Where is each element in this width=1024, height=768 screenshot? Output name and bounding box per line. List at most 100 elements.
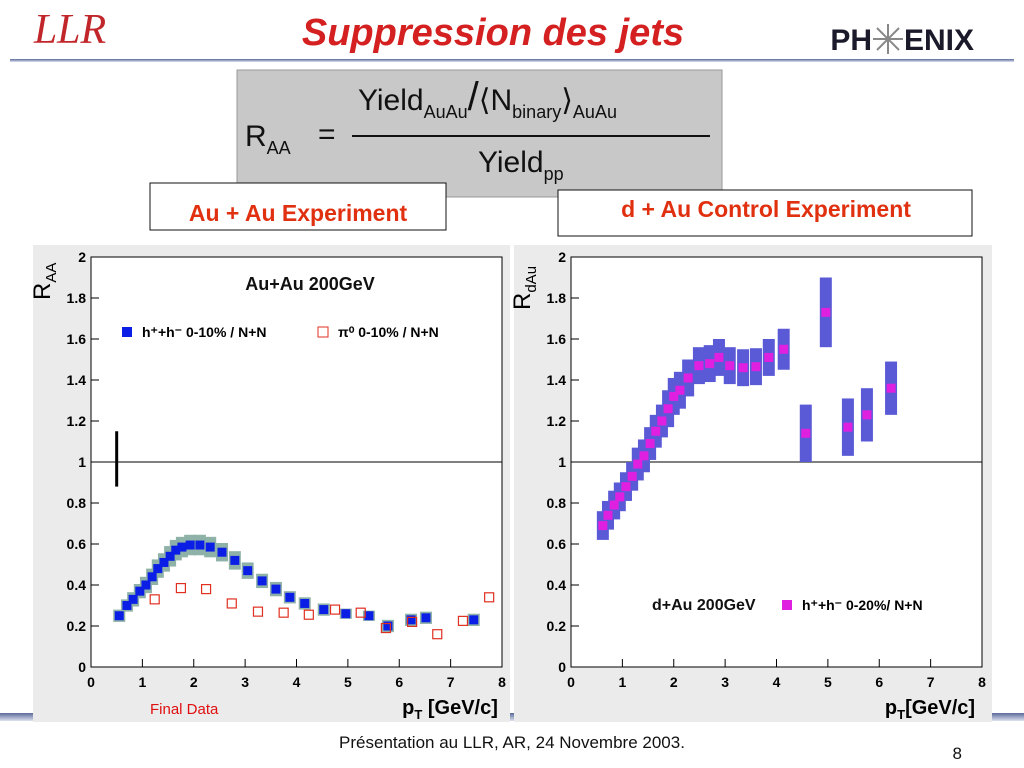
x-tick-label: 7 [447,674,455,690]
x-tick-label: 3 [241,674,249,690]
marker [226,598,237,609]
y-tick-label: 0.8 [547,495,567,511]
marker [114,611,124,621]
marker [694,361,704,371]
marker [484,592,495,603]
sym: R [29,283,56,300]
marker [128,594,138,604]
marker [285,592,295,602]
footer-text: Présentation au LLR, AR, 24 Novembre 200… [339,733,685,752]
x-tick-label: 8 [978,674,986,690]
x-tick-label: 4 [293,674,301,690]
marker [406,616,418,628]
marker [278,607,289,618]
logo-left: LLR [33,7,106,53]
y-tick-label: 0.8 [67,495,87,511]
marker [639,451,649,461]
marker [457,615,469,626]
x-tick-label: 7 [927,674,935,690]
marker [651,426,661,436]
marker [801,428,811,438]
marker [303,609,314,620]
marker [257,576,267,586]
marker [603,510,613,520]
sub: pp [544,164,564,184]
marker [230,555,240,565]
formula-num: YieldAuAu/⟨Nbinary⟩AuAu [358,75,617,122]
y-tick-label: 0.2 [547,618,567,634]
x-tick-label: 4 [773,674,781,690]
sym: Yield [358,84,424,117]
marker [609,500,619,510]
marker [153,564,163,574]
marker [663,404,673,414]
marker [886,383,896,393]
x-tick-label: 2 [190,674,198,690]
marker [300,598,310,608]
marker [406,615,416,625]
legend-marker [782,600,792,610]
marker [843,422,853,432]
y-tick-label: 1.6 [547,331,567,347]
marker [243,566,253,576]
x-tick-label: 5 [824,674,832,690]
sym: p [885,697,897,719]
marker [383,621,393,631]
marker [341,609,351,619]
marker [615,492,625,502]
marker [421,613,431,623]
label: d + Au Control Experiment [621,196,911,222]
marker [764,352,774,362]
sub: AA [267,138,291,158]
sub: binary [512,102,561,122]
marker [779,344,789,354]
sym: R [509,293,536,310]
legend-label: h⁺+h⁻ 0-20%/ N+N [802,597,923,613]
x-tick-label: 6 [875,674,883,690]
slide-title: Suppression des jets [302,12,684,54]
y-tick-label: 1.8 [547,290,567,306]
y-tick-label: 0 [558,659,566,675]
marker [669,391,679,401]
sym: ⟩ [561,84,573,117]
marker [175,582,187,594]
x-tick-label: 1 [618,674,626,690]
y-tick-label: 0 [78,659,86,675]
marker [380,622,391,634]
marker [645,439,655,449]
marker [329,604,341,615]
y-tick-label: 1.8 [67,290,87,306]
x-tick-label: 0 [567,674,575,690]
sub: dAu [523,266,540,293]
marker [621,482,631,492]
y-tick-label: 1.6 [67,331,87,347]
y-tick-label: 1.4 [67,372,87,388]
marker [627,471,637,481]
footer-rule [0,713,1024,721]
y-tick-label: 0.6 [67,536,87,552]
marker [122,601,132,610]
marker [705,359,715,369]
y-axis-label: RAA [29,263,60,300]
annotation: d+Au 200GeV [652,597,756,614]
marker [200,583,212,595]
formula-lhs: RAA [245,120,291,158]
formula-box [236,69,723,198]
marker [738,363,748,373]
marker [177,542,187,552]
sub: T [897,707,905,722]
y-tick-label: 1 [558,454,566,470]
x-tick-label: 1 [138,674,146,690]
y-tick-label: 2 [78,249,86,265]
y-tick-label: 2 [558,249,566,265]
marker [683,373,693,383]
marker [147,572,157,582]
logo-right: ENIX [904,24,974,57]
sym: [GeV/c] [905,697,975,719]
legend-label: π⁰ 0-10% / N+N [338,324,439,340]
page-number: 8 [953,744,962,763]
label-box [149,182,447,231]
header-rule [10,59,1014,62]
marker [657,416,667,426]
